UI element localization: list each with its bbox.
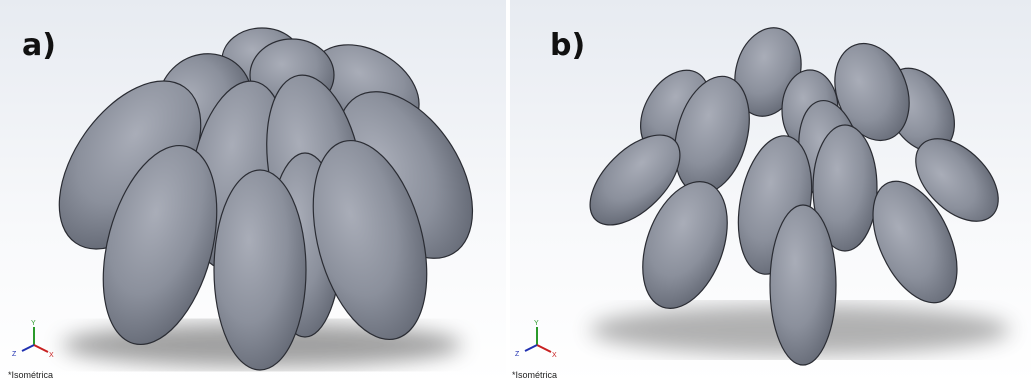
panel-label: a) bbox=[22, 28, 56, 63]
axis-label: X bbox=[552, 352, 557, 359]
panel-b: b) Y Z X *Isométrica bbox=[510, 0, 1031, 383]
ellipsoid bbox=[770, 205, 836, 365]
axis-label: Z bbox=[515, 351, 520, 358]
view-name: *Isométrica bbox=[512, 370, 557, 380]
axis-label: Y bbox=[534, 320, 539, 327]
axis-label: Z bbox=[12, 351, 17, 358]
view-name: *Isométrica bbox=[8, 370, 53, 380]
axis-label: X bbox=[49, 352, 54, 359]
figure: a) Y Z X *Isométrica bbox=[0, 0, 1031, 383]
panel-a: a) Y Z X *Isométrica bbox=[0, 0, 506, 383]
ellipsoid bbox=[214, 170, 306, 370]
axis-label: Y bbox=[31, 320, 36, 327]
panel-label: b) bbox=[550, 28, 585, 63]
